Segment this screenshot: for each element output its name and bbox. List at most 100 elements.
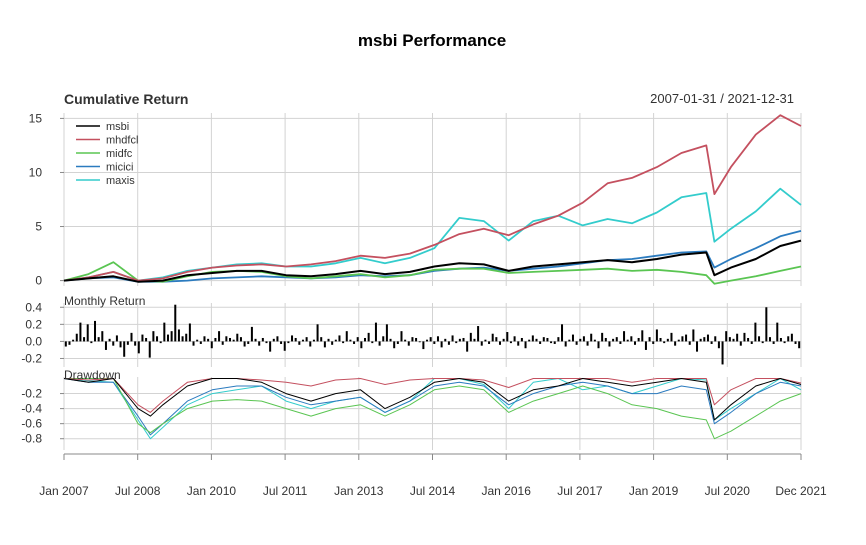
monthly-return-bar [619,341,622,344]
monthly-return-bar [94,320,97,342]
x-tick-label: Jul 2017 [557,484,603,498]
monthly-return-bar [166,334,169,342]
monthly-return-bar [488,341,491,344]
monthly-return-bar [732,338,735,342]
monthly-return-bar [68,341,71,345]
monthly-return-bar [710,341,713,344]
monthly-return-bar [393,341,396,349]
monthly-return-bar [601,332,604,342]
monthly-return-bar [776,322,779,342]
monthly-return-bar [221,341,224,345]
monthly-return-bar [192,341,195,346]
y-tick-label: 10 [29,165,43,179]
monthly-return-bar [258,341,261,346]
monthly-return-bar [517,341,520,346]
monthly-return-bar [404,339,407,342]
monthly-return-bar [633,341,636,345]
drawdown-y-ticks: -0.2-0.4-0.6-0.8 [21,387,64,446]
monthly-return-bar [323,341,326,348]
monthly-return-bar [283,341,286,351]
cumulative-series-group [63,114,802,285]
x-tick-label: Dec 2021 [775,484,827,498]
monthly-return-bar [298,341,301,345]
monthly-return-bar [196,339,199,342]
y-tick-label: -0.4 [21,402,42,416]
monthly-return-bar [484,339,487,342]
monthly-y-ticks: 0.4 0.2 0.0 -0.2 [21,300,64,365]
monthly-return-bar [768,337,771,342]
monthly-return-bar [557,337,560,342]
monthly-return-bar [382,336,385,342]
monthly-return-bar [367,332,370,342]
monthly-return-bar [360,341,363,349]
x-tick-label: Jan 2013 [334,484,384,498]
monthly-return-bar [199,341,202,344]
monthly-return-bar [159,341,162,344]
monthly-return-bar [400,331,403,342]
monthly-return-bar [506,332,509,342]
monthly-return-bar [188,323,191,342]
cumulative-panel-label: Cumulative Return [64,91,188,107]
monthly-return-bar [747,337,750,342]
monthly-return-bar [699,338,702,342]
monthly-return-bar [214,337,217,342]
monthly-return-bar [123,341,126,357]
monthly-return-bar [276,336,279,342]
drawdown-line-msbi [63,378,802,421]
monthly-return-bar [593,339,596,342]
monthly-return-bar [207,338,210,342]
monthly-return-bar [75,333,78,342]
monthly-return-bar [320,337,323,342]
monthly-return-bar [152,331,155,342]
monthly-return-bar [612,338,615,342]
x-tick-label: Jul 2008 [115,484,161,498]
monthly-return-bar [546,337,549,342]
monthly-return-bar [779,337,782,342]
monthly-return-bar [374,322,377,342]
monthly-return-bar [389,338,392,342]
monthly-return-bar [148,341,151,358]
monthly-return-bar [571,334,574,342]
monthly-return-bar [655,329,658,342]
monthly-return-bar [579,338,582,342]
monthly-return-bar [345,331,348,342]
monthly-return-bar [677,339,680,342]
x-tick-label: Jan 2010 [187,484,237,498]
monthly-return-bar [674,341,677,346]
y-tick-label: 0.4 [25,300,42,314]
monthly-return-bar [703,337,706,342]
monthly-return-bar [371,341,374,344]
monthly-return-bar [239,337,242,342]
monthly-return-bar [750,341,753,344]
monthly-return-bar [743,332,746,342]
monthly-return-bar [469,332,472,342]
monthly-return-bar [101,331,104,342]
monthly-return-bar [670,332,673,342]
monthly-return-bar [130,332,133,342]
monthly-return-bar [433,341,436,344]
monthly-return-bar [524,341,527,349]
monthly-return-bar [126,341,129,345]
monthly-return-bar [648,337,651,342]
drawdown-grid [63,377,802,450]
drawdown-line-micici [63,378,802,436]
monthly-return-bar [575,341,578,345]
monthly-return-bar [663,341,666,344]
monthly-return-bar [725,331,728,342]
legend-label-maxis: maxis [106,175,135,187]
series-line-msbi [63,239,802,283]
monthly-return-bar [480,341,483,346]
monthly-return-bar [137,341,140,354]
monthly-return-bar [498,341,502,345]
monthly-return-bar [86,324,89,342]
monthly-return-bar [291,335,294,342]
monthly-return-bar [327,338,330,342]
y-tick-label: -0.2 [21,351,42,365]
monthly-return-bar [477,326,480,342]
legend-label-micici: micici [106,162,134,174]
monthly-return-bar [761,341,764,344]
monthly-return-bar [531,335,534,342]
monthly-return-bar [112,341,115,346]
